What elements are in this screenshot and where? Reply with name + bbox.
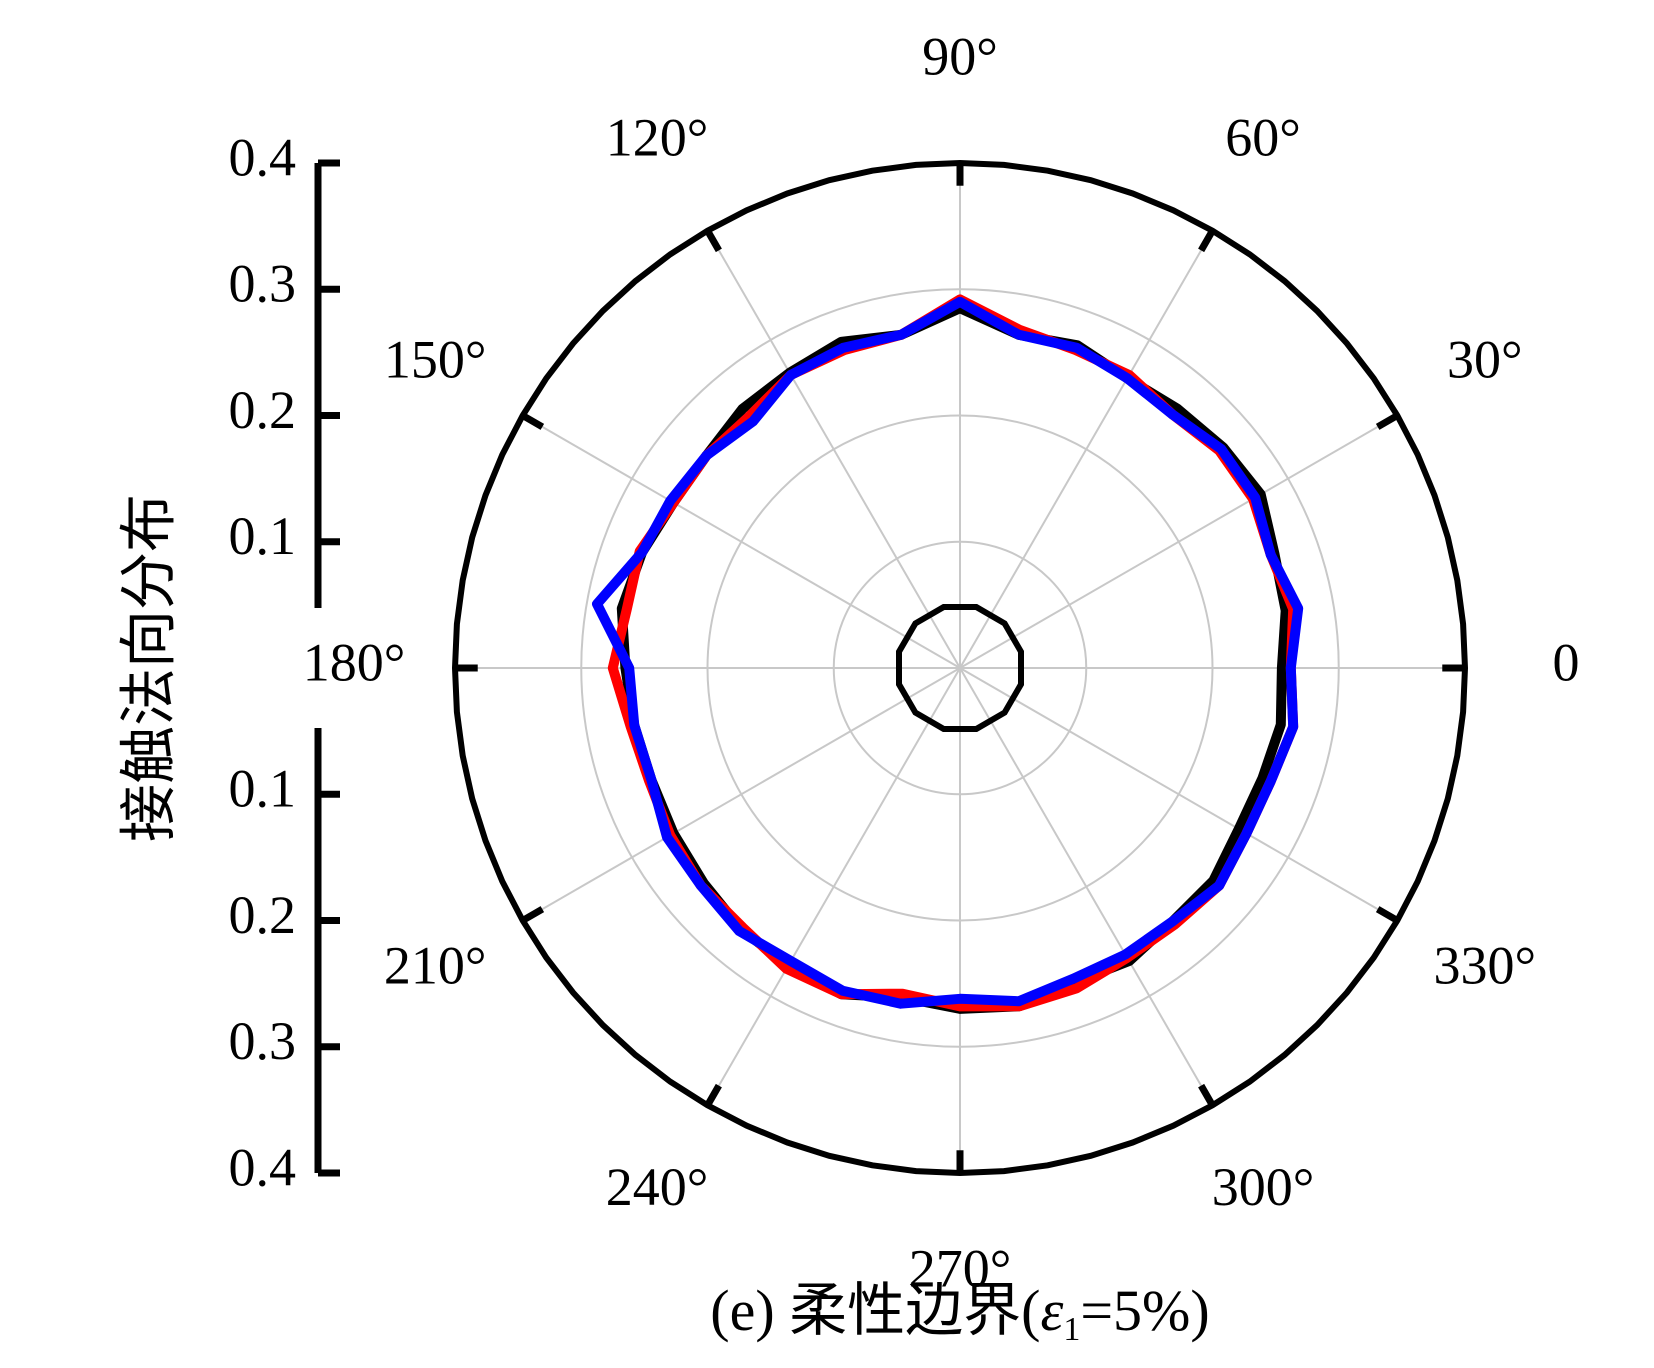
angle-label-330: 330° <box>1434 935 1537 995</box>
angle-label-30: 30° <box>1447 329 1523 389</box>
angle-label-300: 300° <box>1212 1157 1315 1217</box>
angle-tick-240 <box>704 1083 722 1108</box>
caption-prefix: (e) 柔性边界( <box>710 1278 1040 1343</box>
angle-labels: 0 30° 60° 90° 120° 150° 180° 210° 240° 270° 300° 33… <box>303 26 1580 1298</box>
angle-tick-210 <box>520 906 545 924</box>
inner-ring <box>896 604 1024 732</box>
grid-spoke-30 <box>959 414 1398 669</box>
angle-label-120: 120° <box>606 108 709 168</box>
series-line-3 <box>592 296 1304 1009</box>
series-group <box>592 294 1304 1014</box>
angle-label-210: 210° <box>384 935 487 995</box>
angle-tick-60 <box>1198 228 1216 253</box>
angle-label-240: 240° <box>606 1157 709 1217</box>
r-tick-label-upper-3: 0.1 <box>229 506 297 566</box>
grid-spoke-330 <box>959 667 1398 922</box>
grid-spoke-300 <box>959 667 1214 1106</box>
grid-spoke-210 <box>522 667 961 922</box>
caption-suffix: =5%) <box>1080 1278 1209 1343</box>
polar-grid <box>455 163 1465 1173</box>
angle-tick-120 <box>704 228 722 253</box>
grid-spoke-60 <box>959 230 1214 669</box>
grid-spoke-150 <box>522 414 961 669</box>
caption-subscript: 1 <box>1063 1311 1080 1348</box>
angle-tick-330 <box>1375 906 1400 924</box>
polar-frame <box>451 159 1469 1177</box>
angle-label-60: 60° <box>1225 108 1301 168</box>
angle-tick-150 <box>520 412 545 430</box>
figure-caption: (e) 柔性边界(ε1=5%) <box>710 1278 1209 1348</box>
r-tick-label-lower-3: 0.4 <box>229 1137 297 1197</box>
r-tick-label-upper-0: 0.4 <box>229 127 297 187</box>
angle-label-150: 150° <box>384 329 487 389</box>
angle-label-0: 0 <box>1553 632 1580 692</box>
angle-label-180: 180° <box>303 632 406 692</box>
r-tick-label-upper-2: 0.2 <box>229 380 297 440</box>
y-axis-label: 接触法向分布 <box>116 494 181 842</box>
r-tick-label-lower-2: 0.3 <box>229 1011 297 1071</box>
radial-axis: 0.4 0.3 0.2 0.1 0.1 0.2 0.3 0.4 <box>229 127 340 1197</box>
grid-spoke-120 <box>706 230 961 669</box>
r-tick-label-lower-0: 0.1 <box>229 759 297 819</box>
angle-label-270: 270° <box>909 1238 1012 1298</box>
r-tick-label-upper-1: 0.3 <box>229 254 297 314</box>
angle-tick-30 <box>1375 412 1400 430</box>
r-tick-label-lower-1: 0.2 <box>229 885 297 945</box>
caption-symbol: ε <box>1040 1278 1063 1343</box>
grid-spoke-240 <box>706 667 961 1106</box>
angle-label-90: 90° <box>922 26 998 86</box>
angle-tick-300 <box>1198 1083 1216 1108</box>
